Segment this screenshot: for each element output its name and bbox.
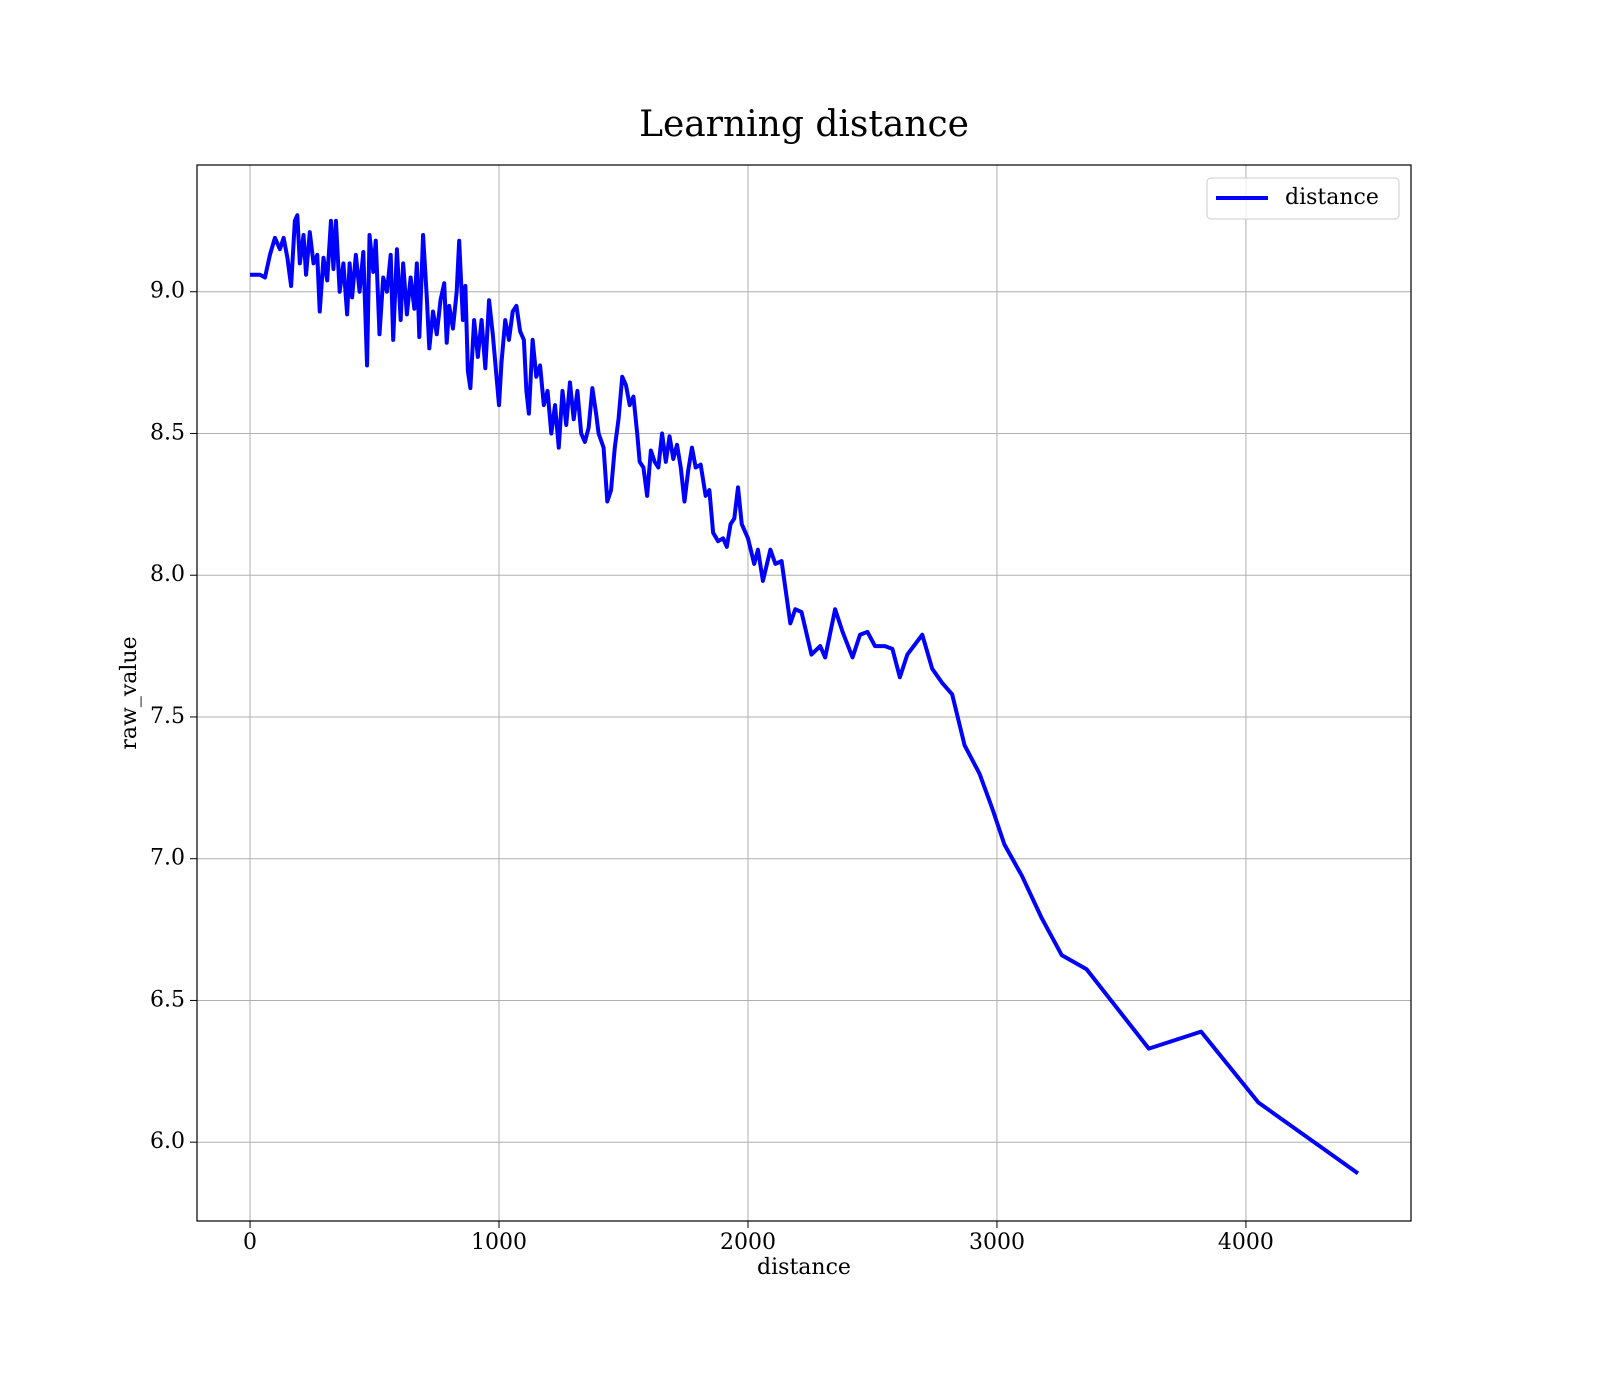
y-tick-label: 6.5: [150, 987, 185, 1012]
x-tick-label: 3000: [969, 1230, 1025, 1255]
x-tick-label: 1000: [471, 1230, 527, 1255]
y-tick-label: 7.5: [150, 704, 185, 729]
x-axis-label: distance: [757, 1255, 851, 1280]
chart-title: Learning distance: [639, 104, 969, 145]
data-line: [250, 213, 1360, 1175]
y-tick-label: 6.0: [150, 1129, 185, 1154]
y-tick-label: 8.5: [150, 420, 185, 445]
plot-frame: [196, 164, 1412, 1222]
legend-box: [1206, 177, 1400, 220]
y-axis-label: raw_value: [117, 636, 142, 749]
x-tick-label: 0: [243, 1230, 257, 1255]
legend-label: distance: [1285, 185, 1379, 210]
y-tick-label: 8.0: [150, 562, 185, 587]
x-tick-label: 4000: [1218, 1230, 1274, 1255]
x-tick-label: 2000: [720, 1230, 776, 1255]
y-tick-label: 7.0: [150, 846, 185, 871]
y-tick-label: 9.0: [150, 279, 185, 304]
